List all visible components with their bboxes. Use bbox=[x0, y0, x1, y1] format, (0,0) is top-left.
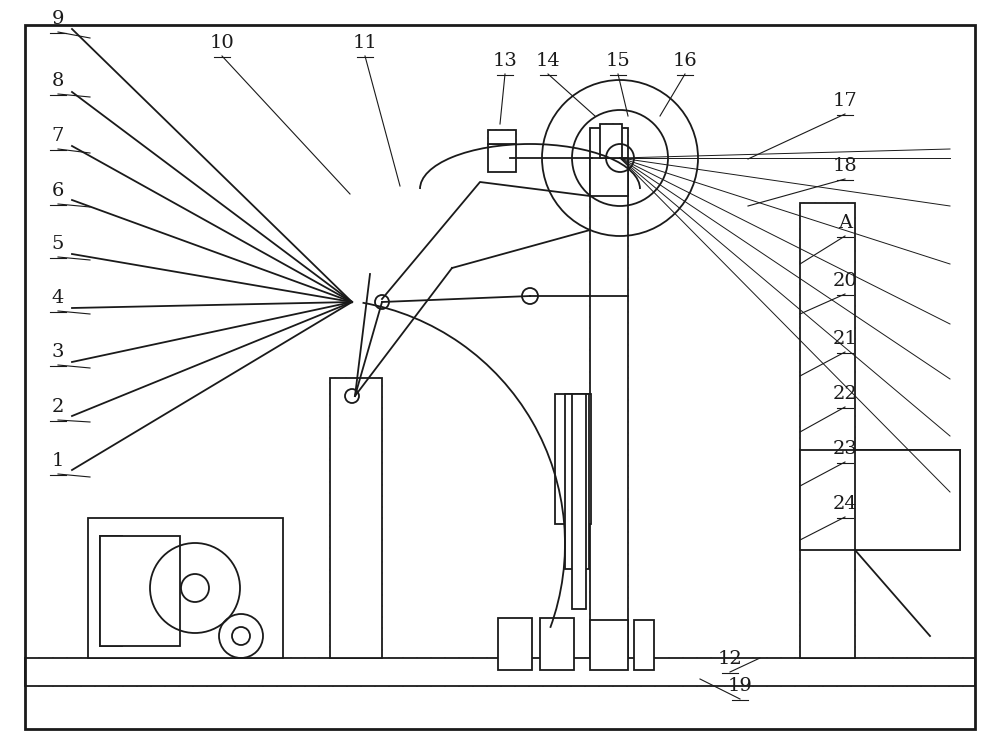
Text: 10: 10 bbox=[210, 34, 234, 52]
Bar bbox=[855, 450, 960, 550]
Bar bbox=[555, 394, 591, 524]
Text: 7: 7 bbox=[52, 127, 64, 145]
Text: 13: 13 bbox=[493, 52, 517, 70]
Text: 11: 11 bbox=[353, 34, 377, 52]
Text: 14: 14 bbox=[536, 52, 560, 70]
Bar bbox=[590, 158, 628, 196]
Bar bbox=[25, 658, 975, 686]
Bar bbox=[600, 124, 622, 158]
Bar bbox=[100, 536, 122, 646]
Bar bbox=[488, 130, 516, 144]
Text: 2: 2 bbox=[52, 398, 64, 416]
Text: 3: 3 bbox=[52, 343, 64, 361]
Bar bbox=[800, 450, 960, 550]
Text: 22: 22 bbox=[833, 385, 857, 403]
Text: A: A bbox=[838, 214, 852, 232]
Text: 17: 17 bbox=[833, 92, 857, 110]
Text: 18: 18 bbox=[833, 157, 857, 175]
Bar bbox=[590, 128, 628, 658]
Text: 19: 19 bbox=[728, 677, 752, 695]
Bar bbox=[88, 518, 283, 658]
Text: 9: 9 bbox=[52, 10, 64, 28]
Text: 1: 1 bbox=[52, 452, 64, 470]
Bar bbox=[330, 378, 382, 658]
Text: 21: 21 bbox=[833, 330, 857, 348]
Text: 24: 24 bbox=[833, 495, 857, 513]
Bar bbox=[565, 394, 589, 569]
Text: 16: 16 bbox=[673, 52, 697, 70]
Text: 5: 5 bbox=[52, 235, 64, 253]
Text: 8: 8 bbox=[52, 72, 64, 90]
Bar bbox=[800, 203, 855, 658]
Text: 4: 4 bbox=[52, 289, 64, 307]
Bar bbox=[100, 536, 180, 646]
Bar bbox=[488, 144, 516, 172]
Bar bbox=[498, 618, 532, 670]
Text: 6: 6 bbox=[52, 182, 64, 200]
Text: 12: 12 bbox=[718, 650, 742, 668]
Bar bbox=[572, 394, 586, 609]
Text: 20: 20 bbox=[833, 272, 857, 290]
Text: 15: 15 bbox=[606, 52, 630, 70]
Bar bbox=[590, 620, 628, 670]
Bar bbox=[540, 618, 574, 670]
Bar bbox=[634, 620, 654, 670]
Text: 23: 23 bbox=[833, 440, 857, 458]
